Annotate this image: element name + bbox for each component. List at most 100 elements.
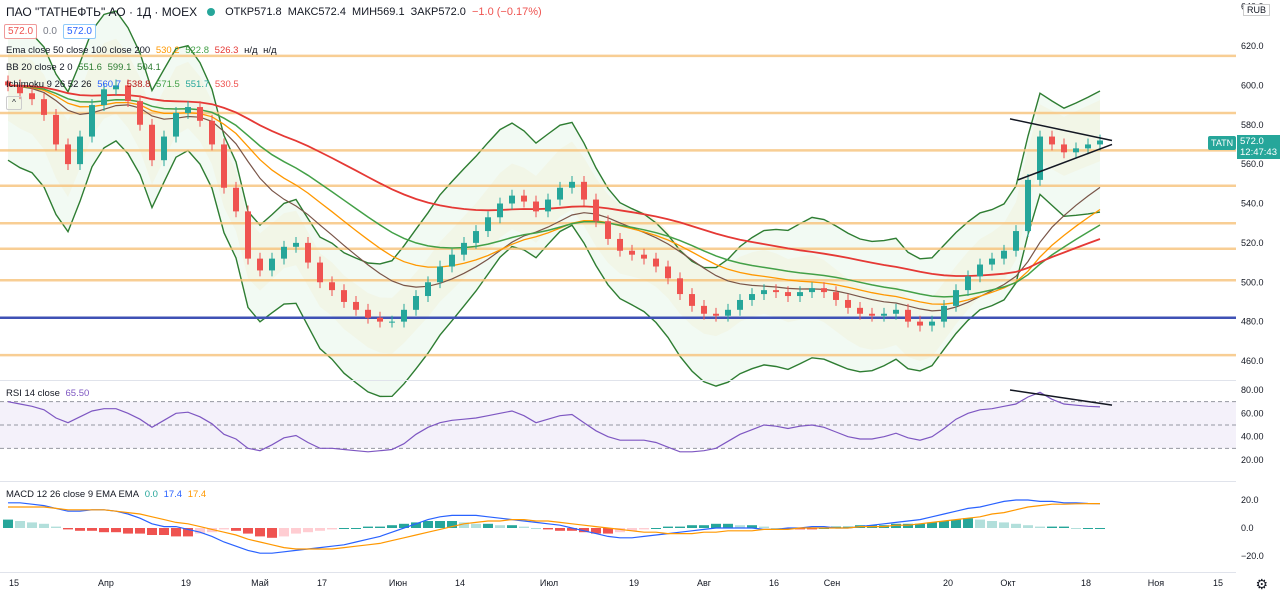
macd-tick-label: 0.0	[1241, 523, 1254, 533]
macd-histogram-bar	[999, 522, 1009, 528]
rsi-legend[interactable]: RSI 14 close 65.50	[6, 388, 92, 399]
candle-body	[749, 294, 755, 300]
candle-body	[1037, 136, 1043, 180]
macd-histogram-bar	[399, 523, 409, 528]
macd-pane[interactable]	[3, 499, 1105, 554]
candle-body	[233, 187, 239, 212]
rsi-tick-label: 40.00	[1241, 432, 1264, 442]
ichimoku-value-3: 571.5	[156, 79, 180, 90]
candle-body	[629, 250, 635, 255]
trade-boxes: 572.0 0.0 572.0	[4, 24, 102, 39]
pane-separator-2[interactable]	[0, 481, 1236, 482]
price-tick-label: 500.0	[1241, 277, 1264, 287]
macd-legend[interactable]: MACD 12 26 close 9 EMA EMA 0.0 17.4 17.4	[6, 489, 209, 500]
candle-body	[389, 321, 395, 323]
price-tick-label: 520.0	[1241, 238, 1264, 248]
currency-selector[interactable]: RUB	[1242, 4, 1270, 16]
ichimoku-value-5: 530.5	[214, 79, 239, 90]
candle-body	[845, 299, 851, 308]
macd-histogram-bar	[735, 525, 745, 528]
time-tick-label: Авг	[697, 578, 712, 588]
candle-body	[485, 217, 491, 232]
macd-histogram-bar	[135, 528, 145, 534]
macd-histogram-bar	[567, 528, 577, 531]
macd-histogram-bar	[423, 521, 433, 528]
macd-histogram-bar	[927, 522, 937, 528]
macd-tick-label: 20.0	[1241, 495, 1259, 505]
candle-body	[185, 107, 191, 113]
candle-body	[149, 124, 155, 161]
pane-separator-1[interactable]	[0, 380, 1236, 381]
symbol-title[interactable]: ПАО "ТАТНЕФТЬ" АО · 1Д · MOEX	[6, 5, 198, 19]
price-pane[interactable]	[0, 0, 1236, 398]
sell-button[interactable]: 572.0	[4, 24, 38, 39]
candle-body	[449, 254, 455, 267]
candle-body	[1085, 144, 1091, 149]
macd-histogram-bar	[963, 518, 973, 528]
candle-body	[437, 266, 443, 283]
macd-histogram-bar	[147, 528, 157, 535]
candle-body	[329, 282, 335, 291]
macd-line	[8, 499, 1101, 554]
price-axis[interactable]: 640.0620.0600.0580.0560.0540.0520.0500.0…	[1236, 0, 1280, 595]
time-tick-label: Май	[251, 578, 269, 588]
macd-histogram-bar	[435, 521, 445, 528]
ichimoku-value-2: 538.8	[126, 79, 151, 90]
macd-histogram-bar	[39, 523, 49, 528]
candle-body	[701, 305, 707, 314]
legend-collapse-button[interactable]: ^	[6, 96, 22, 110]
rsi-tick-label: 80.00	[1241, 385, 1264, 395]
macd-histogram-bar	[831, 526, 841, 528]
candle-body	[941, 305, 947, 322]
candle-body	[1025, 179, 1031, 232]
candle-body	[65, 144, 71, 165]
macd-histogram-bar	[411, 522, 421, 528]
candle-body	[89, 105, 95, 137]
market-status-icon	[207, 8, 216, 16]
ichimoku-legend[interactable]: Ichimoku 9 26 52 26 560.7 538.8 571.5 55…	[6, 79, 242, 90]
candle-body	[833, 292, 839, 300]
candle-body	[737, 299, 743, 310]
macd-histogram-bar	[855, 525, 865, 528]
bb-legend[interactable]: BB 20 close 2 0 551.6 599.1 504.1	[6, 62, 164, 73]
time-tick-label: 20	[943, 578, 953, 588]
ichimoku-label: Ichimoku 9 26 52 26	[6, 79, 92, 90]
macd-histogram-bar	[87, 528, 97, 531]
price-tick-label: 560.0	[1241, 159, 1264, 169]
candle-body	[173, 112, 179, 137]
candle-body	[245, 211, 251, 259]
candle-body	[929, 321, 935, 326]
candle-body	[1049, 136, 1055, 145]
price-tick-label: 460.0	[1241, 356, 1264, 366]
high-value: МАКС572.4	[287, 6, 346, 18]
change-value: −1.0 (−0.17%)	[471, 6, 542, 18]
macd-histogram-bar	[531, 528, 541, 529]
kijun-line	[7, 84, 1101, 312]
candle-body	[821, 288, 827, 293]
time-axis[interactable]: 15 Апр 19 Май 17 Июн 14 Июл 19 Авг 16 Сен 20 Окт 18 Ноя…	[9, 578, 1223, 588]
rsi-pane[interactable]	[0, 389, 1236, 453]
candle-body	[101, 89, 107, 106]
macd-signal-line	[8, 503, 1100, 550]
macd-histogram-bar	[987, 521, 997, 528]
gear-icon[interactable]: ⚙	[1255, 576, 1268, 592]
buy-button[interactable]: 572.0	[62, 24, 96, 39]
candle-body	[797, 292, 803, 297]
candle-body	[281, 246, 287, 259]
macd-histogram-bar	[15, 521, 25, 528]
triangle-lower-line	[1017, 143, 1113, 181]
time-tick-label: 14	[455, 578, 465, 588]
rsi-tick-label: 20.00	[1241, 455, 1264, 465]
candle-body	[401, 309, 407, 322]
macd-histogram-bar	[171, 528, 181, 537]
macd-histogram-bar	[339, 528, 349, 529]
candle-body	[77, 136, 83, 165]
macd-histogram-bar	[1095, 528, 1105, 529]
candle-body	[461, 242, 467, 255]
low-value: МИН569.1	[352, 6, 405, 18]
ema-value-4: н/д	[244, 45, 258, 56]
ema-legend[interactable]: Ema close 50 close 100 close 200 530.2 5…	[6, 45, 280, 56]
candle-body	[533, 201, 539, 212]
macd-histogram-bar	[879, 525, 889, 528]
bb-value-2: 599.1	[107, 62, 132, 73]
